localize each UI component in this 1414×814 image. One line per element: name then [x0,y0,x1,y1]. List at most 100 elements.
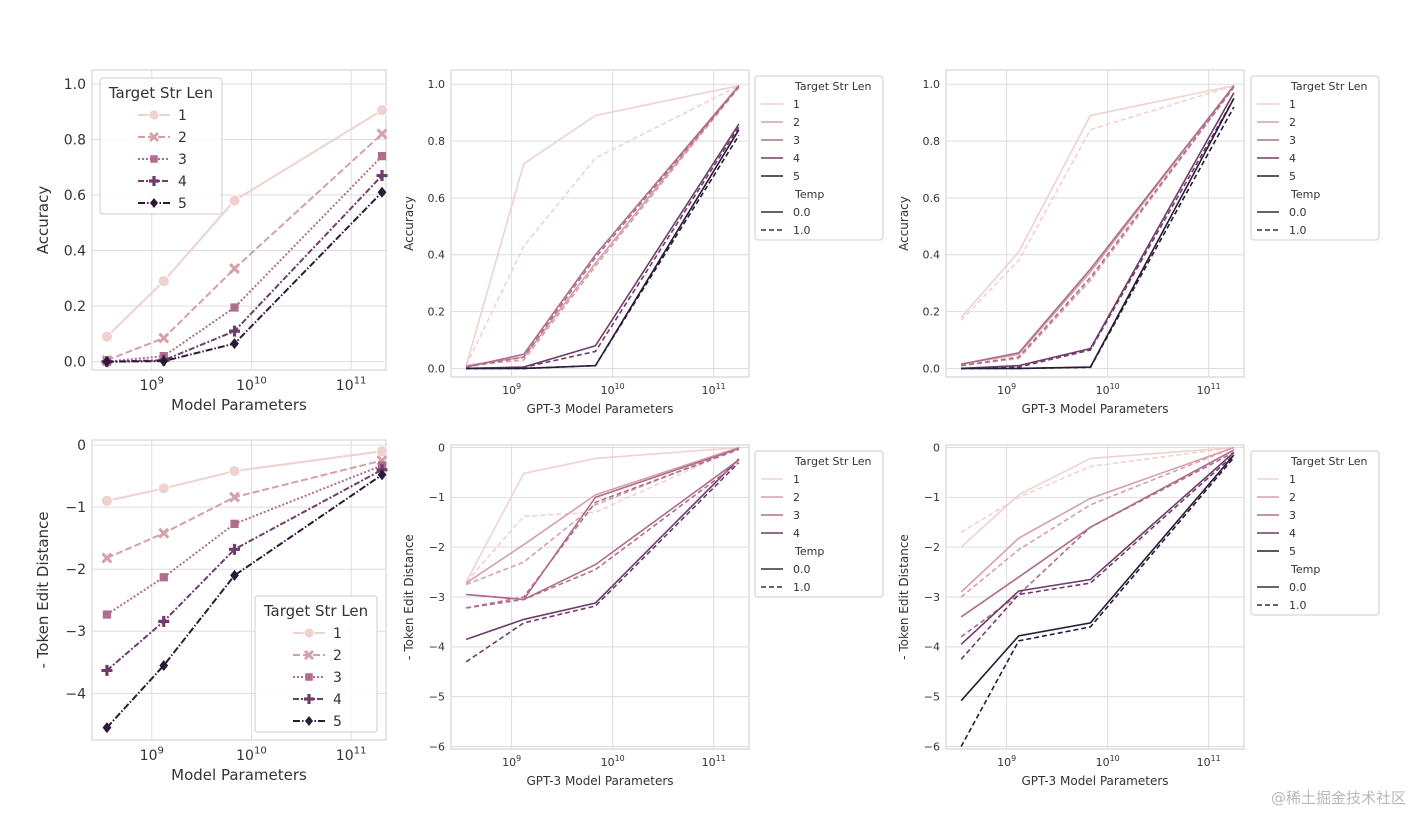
y-tick-label: 0.8 [923,135,941,148]
series-line-1-temp-1.0 [465,446,740,583]
marker-x [101,552,113,564]
y-tick-label: 0.0 [923,362,941,375]
marker-x [303,649,315,661]
legend-box [1250,75,1380,241]
series-line-3-temp-1.0 [466,461,740,609]
series-line-5-temp-1.0 [960,456,1235,747]
marker-circle [376,445,388,458]
y-tick-label: 1.0 [923,78,941,91]
legend-title-temp: Temp [1290,563,1320,576]
marker-circle [228,194,241,207]
legend-box [99,77,223,215]
marker-x [158,527,170,539]
y-tick-label: 0.6 [923,192,941,205]
marker-square [102,610,112,619]
marker-square [230,303,239,312]
y-tick-label: 0 [933,441,940,454]
x-tick-label: 1010 [236,746,267,764]
legend-title: Target Str Len [794,455,872,468]
y-tick-label: 0.2 [923,305,941,318]
series-line-3 [106,464,383,616]
series-line-2 [106,459,383,559]
marker-square [377,151,387,161]
x-axis-label: Model Parameters [171,766,307,784]
legend: Target Str Len 1 2 3 4 Temp 0.0 1.0 [754,450,884,598]
marker-plus [304,694,314,704]
x-tick-label: 1011 [336,746,367,764]
chart-bottom-right: −6 −5 −4 −3 −2 −1 0 109 1010 1011 GPT-3 Model Para… [897,441,1380,788]
legend-label: 3 [793,134,800,147]
series-line-2-temp-1.0 [466,86,740,367]
series-line-3-temp-1.0 [466,86,740,368]
legend-box [254,595,378,733]
x-tick-label: 1011 [1197,754,1221,769]
legend-label: 1 [1289,473,1296,486]
marker-circle [228,465,241,477]
marker-plus [158,615,170,627]
series-line-2-temp-0.0 [960,446,1235,593]
legend-label: 2 [793,491,800,504]
marker-square [150,155,158,163]
x-tick-label: 109 [997,382,1016,397]
y-tick-label: 0.2 [64,299,86,315]
legend-label: 3 [793,509,800,522]
marker-circle [157,275,170,288]
legend-label: 3 [178,152,187,168]
legend-label: 4 [793,527,800,540]
plot-area [450,69,750,378]
legend-label-temp: 0.0 [793,206,811,219]
y-tick-label: 1.0 [428,78,446,91]
marker-square [159,573,168,582]
y-tick-label: 0.4 [428,249,446,262]
legend: Target Str Len 1 2 3 4 5 [99,77,223,215]
marker-circle [101,330,113,343]
y-axis-label: - Token Edit Distance [34,511,52,668]
chart-top-left: 0.0 0.2 0.4 0.6 0.8 1.0 109 1010 1011 Model Param… [34,69,388,414]
legend-label-temp: 1.0 [1289,224,1307,237]
legend-label-temp: 0.0 [1289,206,1307,219]
series-line-1-temp-0.0 [465,446,739,583]
x-tick-label: 109 [140,376,164,394]
legend-label-temp: 1.0 [793,224,811,237]
x-tick-label: 1010 [1096,382,1120,397]
series-line-1-temp-0.0 [465,84,740,366]
marker-diamond [150,198,158,208]
legend-label: 5 [1289,170,1296,183]
y-tick-label: 0.6 [64,188,86,204]
series-line-2-temp-1.0 [961,86,1235,367]
y-tick-label: 0.4 [923,249,941,262]
watermark: @稀土掘金技术社区 [1270,789,1406,807]
chart-bottom-mid: −6 −5 −4 −3 −2 −1 0 109 1010 1011 GPT-3 Model Para… [402,441,884,788]
series-line-3-temp-0.0 [960,449,1235,618]
series-line-1-temp-1.0 [465,84,740,366]
y-tick-label: −3 [429,591,445,604]
y-tick-label: 0.6 [428,192,446,205]
y-axis-label: Accuracy [34,186,52,255]
legend: Target Str Len 1 2 3 4 5 Temp 0.0 1.0 [1250,75,1380,241]
legend-box [1250,450,1380,616]
legend-label: 2 [1289,116,1296,129]
series-line-1-temp-0.0 [960,84,1235,318]
x-axis-label: GPT-3 Model Parameters [526,774,673,788]
legend-label: 4 [333,692,342,708]
x-tick-label: 1010 [1096,754,1120,769]
legend: Target Str Len 1 2 3 4 5 Temp 0.0 1.0 [754,75,884,241]
legend-label: 2 [793,116,800,129]
legend-label: 2 [178,130,187,146]
series-line-4-temp-1.0 [960,454,1235,660]
y-tick-label: −6 [429,740,445,753]
legend-label: 2 [333,648,342,664]
series-line-1-temp-0.0 [960,446,1234,548]
legend-title: Target Str Len [1290,455,1368,468]
marker-diamond [377,186,387,198]
series-line-2-temp-1.0 [465,446,740,586]
x-axis-label: Model Parameters [171,396,307,414]
marker-diamond [377,469,387,481]
y-tick-label: 0.4 [64,243,86,259]
y-tick-label: 1.0 [64,77,86,93]
y-tick-label: −5 [924,691,940,704]
x-tick-label: 1011 [702,754,726,769]
legend: Target Str Len 1 2 3 4 5 [254,595,378,733]
marker-x [376,128,388,140]
y-tick-label: −4 [924,641,940,654]
